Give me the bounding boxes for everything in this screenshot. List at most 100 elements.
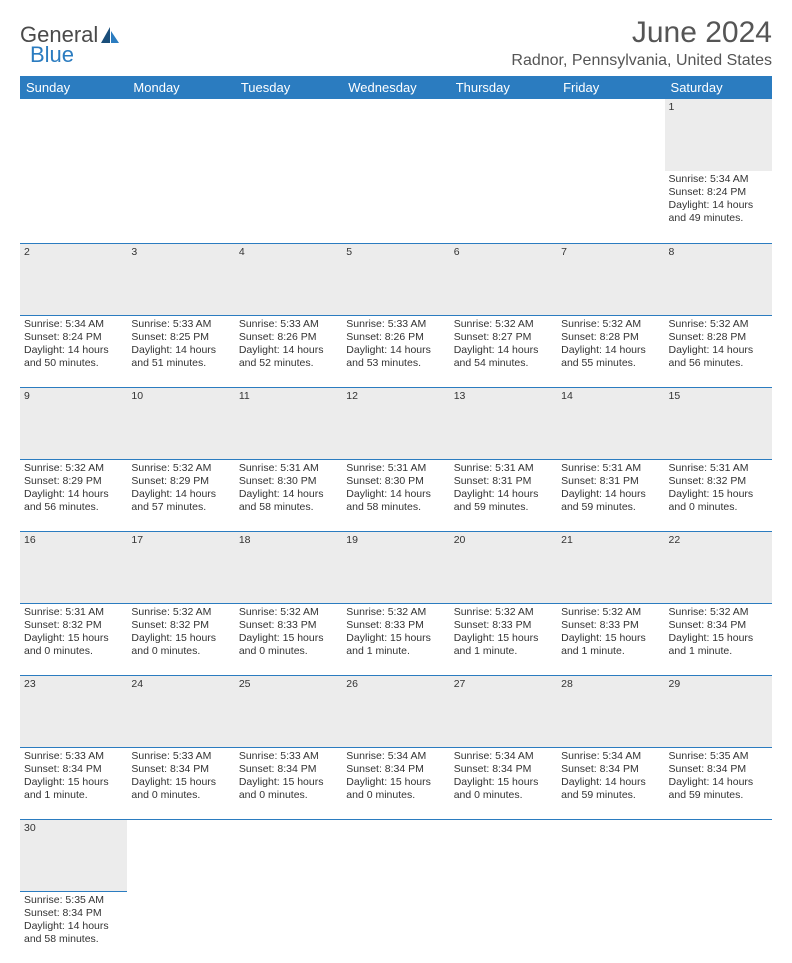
- day-content-cell: Sunrise: 5:33 AMSunset: 8:34 PMDaylight:…: [127, 747, 234, 819]
- daylight-text: and 52 minutes.: [239, 357, 338, 370]
- daylight-text: Daylight: 14 hours: [24, 920, 123, 933]
- daylight-text: Daylight: 15 hours: [346, 776, 445, 789]
- day-content-row: Sunrise: 5:32 AMSunset: 8:29 PMDaylight:…: [20, 459, 772, 531]
- day-number-cell: 18: [235, 531, 342, 603]
- day-content-cell: Sunrise: 5:31 AMSunset: 8:30 PMDaylight:…: [235, 459, 342, 531]
- day-number-cell: 24: [127, 675, 234, 747]
- sunset-text: Sunset: 8:32 PM: [131, 619, 230, 632]
- sunrise-text: Sunrise: 5:31 AM: [239, 462, 338, 475]
- day-number-cell: 9: [20, 387, 127, 459]
- sunset-text: Sunset: 8:30 PM: [346, 475, 445, 488]
- daylight-text: Daylight: 14 hours: [131, 344, 230, 357]
- day-number-cell: 15: [665, 387, 772, 459]
- day-number-cell: [235, 99, 342, 171]
- day-content-cell: [557, 171, 664, 243]
- day-number-cell: 23: [20, 675, 127, 747]
- daylight-text: Daylight: 15 hours: [454, 632, 553, 645]
- sunrise-text: Sunrise: 5:33 AM: [131, 318, 230, 331]
- sunset-text: Sunset: 8:33 PM: [346, 619, 445, 632]
- day-content-cell: Sunrise: 5:35 AMSunset: 8:34 PMDaylight:…: [665, 747, 772, 819]
- sunset-text: Sunset: 8:34 PM: [346, 763, 445, 776]
- day-content-cell: Sunrise: 5:32 AMSunset: 8:29 PMDaylight:…: [127, 459, 234, 531]
- day-number-row: 30: [20, 819, 772, 891]
- sunset-text: Sunset: 8:34 PM: [24, 763, 123, 776]
- daylight-text: Daylight: 14 hours: [669, 776, 768, 789]
- day-content-row: Sunrise: 5:34 AMSunset: 8:24 PMDaylight:…: [20, 315, 772, 387]
- daylight-text: and 55 minutes.: [561, 357, 660, 370]
- daylight-text: and 59 minutes.: [561, 789, 660, 802]
- day-content-cell: Sunrise: 5:34 AMSunset: 8:24 PMDaylight:…: [665, 171, 772, 243]
- day-content-cell: Sunrise: 5:33 AMSunset: 8:26 PMDaylight:…: [235, 315, 342, 387]
- sunset-text: Sunset: 8:34 PM: [669, 619, 768, 632]
- sunset-text: Sunset: 8:28 PM: [669, 331, 768, 344]
- sunset-text: Sunset: 8:26 PM: [239, 331, 338, 344]
- day-content-cell: [127, 891, 234, 963]
- sunset-text: Sunset: 8:34 PM: [561, 763, 660, 776]
- daylight-text: Daylight: 14 hours: [669, 199, 768, 212]
- day-number-cell: [235, 819, 342, 891]
- daylight-text: Daylight: 14 hours: [454, 344, 553, 357]
- daylight-text: and 1 minute.: [454, 645, 553, 658]
- day-number-row: 16171819202122: [20, 531, 772, 603]
- day-number-cell: 7: [557, 243, 664, 315]
- day-content-row: Sunrise: 5:31 AMSunset: 8:32 PMDaylight:…: [20, 603, 772, 675]
- daylight-text: Daylight: 14 hours: [346, 488, 445, 501]
- day-number-cell: 27: [450, 675, 557, 747]
- sunrise-text: Sunrise: 5:32 AM: [346, 606, 445, 619]
- day-content-cell: Sunrise: 5:31 AMSunset: 8:32 PMDaylight:…: [20, 603, 127, 675]
- sunset-text: Sunset: 8:29 PM: [24, 475, 123, 488]
- sunset-text: Sunset: 8:34 PM: [239, 763, 338, 776]
- day-content-cell: [342, 171, 449, 243]
- sunset-text: Sunset: 8:31 PM: [561, 475, 660, 488]
- day-content-cell: Sunrise: 5:33 AMSunset: 8:34 PMDaylight:…: [235, 747, 342, 819]
- day-content-cell: Sunrise: 5:33 AMSunset: 8:25 PMDaylight:…: [127, 315, 234, 387]
- daylight-text: Daylight: 14 hours: [561, 776, 660, 789]
- sunrise-text: Sunrise: 5:35 AM: [669, 750, 768, 763]
- day-content-cell: Sunrise: 5:32 AMSunset: 8:34 PMDaylight:…: [665, 603, 772, 675]
- sunrise-text: Sunrise: 5:35 AM: [24, 894, 123, 907]
- daylight-text: Daylight: 14 hours: [131, 488, 230, 501]
- daylight-text: and 58 minutes.: [239, 501, 338, 514]
- sunrise-text: Sunrise: 5:31 AM: [346, 462, 445, 475]
- col-sunday: Sunday: [20, 76, 127, 99]
- daylight-text: and 0 minutes.: [239, 645, 338, 658]
- daylight-text: and 1 minute.: [346, 645, 445, 658]
- daylight-text: Daylight: 14 hours: [346, 344, 445, 357]
- daylight-text: and 53 minutes.: [346, 357, 445, 370]
- day-content-cell: Sunrise: 5:31 AMSunset: 8:30 PMDaylight:…: [342, 459, 449, 531]
- daylight-text: and 0 minutes.: [669, 501, 768, 514]
- sunset-text: Sunset: 8:34 PM: [669, 763, 768, 776]
- sunrise-text: Sunrise: 5:32 AM: [131, 462, 230, 475]
- location-subtitle: Radnor, Pennsylvania, United States: [511, 52, 772, 70]
- day-content-cell: Sunrise: 5:32 AMSunset: 8:28 PMDaylight:…: [665, 315, 772, 387]
- sunrise-text: Sunrise: 5:33 AM: [346, 318, 445, 331]
- day-number-cell: 1: [665, 99, 772, 171]
- daylight-text: and 59 minutes.: [669, 789, 768, 802]
- daylight-text: and 0 minutes.: [239, 789, 338, 802]
- sunrise-text: Sunrise: 5:33 AM: [131, 750, 230, 763]
- daylight-text: and 1 minute.: [561, 645, 660, 658]
- day-number-cell: 4: [235, 243, 342, 315]
- day-number-cell: 2: [20, 243, 127, 315]
- col-monday: Monday: [127, 76, 234, 99]
- sunset-text: Sunset: 8:34 PM: [24, 907, 123, 920]
- daylight-text: and 49 minutes.: [669, 212, 768, 225]
- sunset-text: Sunset: 8:24 PM: [669, 186, 768, 199]
- daylight-text: Daylight: 15 hours: [239, 776, 338, 789]
- daylight-text: and 51 minutes.: [131, 357, 230, 370]
- day-number-cell: [20, 99, 127, 171]
- day-content-row: Sunrise: 5:33 AMSunset: 8:34 PMDaylight:…: [20, 747, 772, 819]
- daylight-text: Daylight: 14 hours: [24, 488, 123, 501]
- day-content-cell: Sunrise: 5:32 AMSunset: 8:27 PMDaylight:…: [450, 315, 557, 387]
- daylight-text: Daylight: 15 hours: [346, 632, 445, 645]
- day-content-cell: Sunrise: 5:31 AMSunset: 8:31 PMDaylight:…: [450, 459, 557, 531]
- day-number-cell: [342, 819, 449, 891]
- day-content-cell: Sunrise: 5:32 AMSunset: 8:33 PMDaylight:…: [235, 603, 342, 675]
- day-number-cell: 12: [342, 387, 449, 459]
- sunset-text: Sunset: 8:34 PM: [131, 763, 230, 776]
- sunset-text: Sunset: 8:25 PM: [131, 331, 230, 344]
- col-friday: Friday: [557, 76, 664, 99]
- day-content-cell: Sunrise: 5:34 AMSunset: 8:34 PMDaylight:…: [342, 747, 449, 819]
- day-content-cell: Sunrise: 5:34 AMSunset: 8:34 PMDaylight:…: [557, 747, 664, 819]
- sunset-text: Sunset: 8:27 PM: [454, 331, 553, 344]
